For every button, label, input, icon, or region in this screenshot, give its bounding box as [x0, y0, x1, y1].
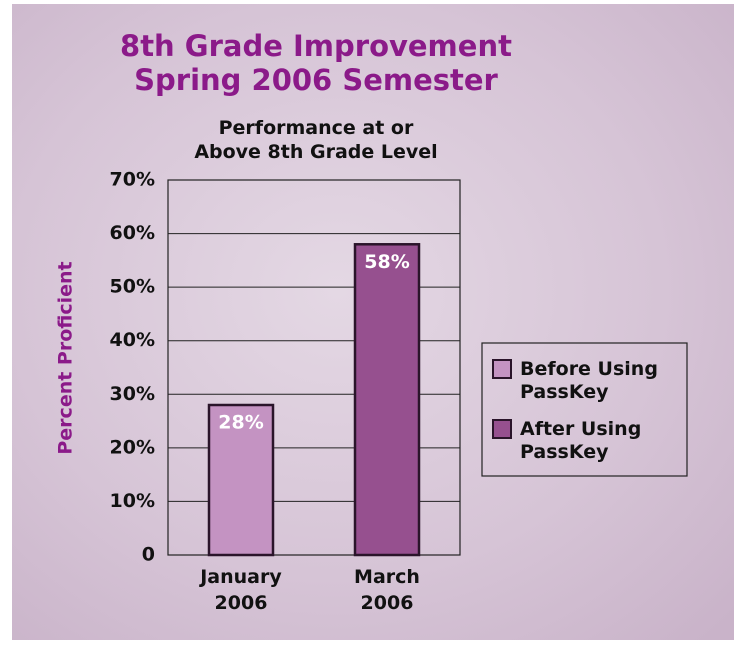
chart-subtitle: Performance at or Above 8th Grade Level: [194, 117, 437, 163]
x-tick-label: January 2006: [198, 566, 282, 614]
x-tick-label: March 2006: [354, 566, 420, 614]
text-line: Performance at or: [219, 117, 414, 139]
y-tick-label: 30%: [110, 383, 155, 405]
y-tick-label: 50%: [110, 276, 155, 298]
text-line: Spring 2006 Semester: [134, 63, 498, 97]
y-tick-label: 40%: [110, 329, 155, 351]
text-line: 8th Grade Improvement: [120, 29, 512, 63]
y-tick-label: 20%: [110, 436, 155, 458]
text-line: Above 8th Grade Level: [194, 141, 437, 163]
y-tick-label: 60%: [110, 222, 155, 244]
y-axis-label: Percent Proficient: [55, 261, 77, 454]
legend-swatch: [492, 419, 512, 439]
data-label: 28%: [218, 412, 263, 434]
legend-label: After Using PassKey: [520, 418, 641, 463]
y-tick-label: 0: [142, 544, 155, 566]
legend-label: Before Using PassKey: [520, 358, 658, 403]
legend-swatch: [492, 359, 512, 379]
data-label: 58%: [364, 251, 409, 273]
y-tick-label: 70%: [110, 169, 155, 191]
y-tick-label: 10%: [110, 490, 155, 512]
plot-frame: [167, 179, 461, 556]
legend-box: [481, 342, 688, 477]
chart-title: 8th Grade Improvement Spring 2006 Semeste…: [120, 29, 512, 97]
bar: [353, 243, 421, 557]
bar: [207, 403, 275, 557]
